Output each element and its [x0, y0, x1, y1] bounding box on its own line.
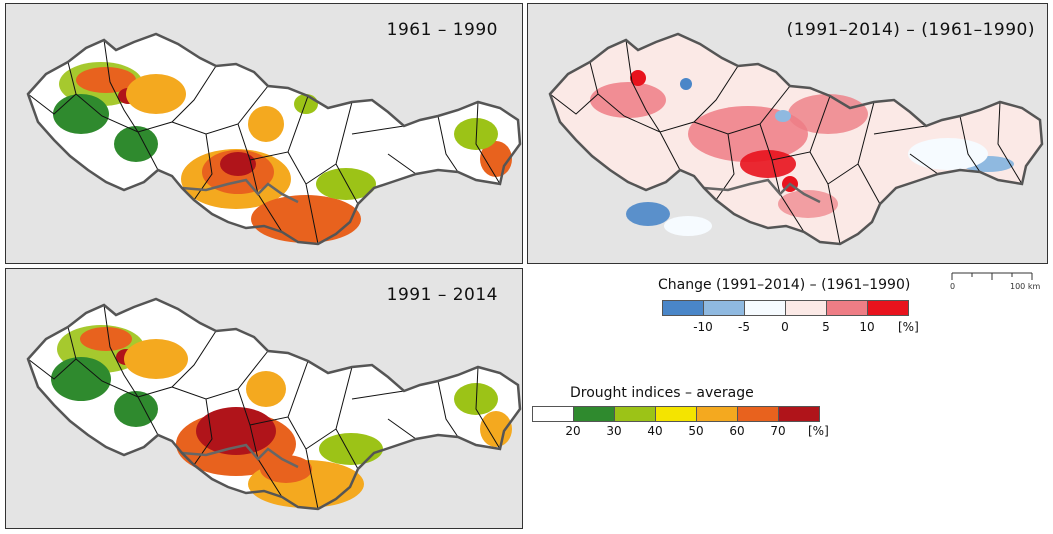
- map-title: (1991–2014) – (1961–1990): [786, 20, 1035, 40]
- legend-unit: [%]: [898, 320, 919, 334]
- legend-swatch: [785, 300, 827, 316]
- map-panel-1991-2014: 1991 – 2014: [5, 268, 523, 529]
- drought-map-1991-2014: [26, 297, 522, 511]
- legend-tick-label: -5: [738, 320, 750, 334]
- legend-title: Drought indices – average: [570, 385, 754, 401]
- scale-end: 100 km: [1010, 282, 1041, 291]
- legend-swatch: [573, 406, 615, 422]
- legend-tick-label: 60: [729, 424, 745, 438]
- legend-ticks: 20 30 40 50 60 70: [532, 424, 842, 440]
- legend-swatch: [778, 406, 820, 422]
- change-map: [548, 32, 1044, 246]
- legend-swatch: [744, 300, 786, 316]
- legend-title: Change (1991–2014) – (1961–1990): [658, 277, 911, 293]
- legend-swatch: [696, 406, 738, 422]
- legend-tick-label: 50: [688, 424, 704, 438]
- map-title: 1961 – 1990: [386, 20, 498, 40]
- scale-bar-ticks: [951, 272, 1033, 280]
- drought-map-1961-1990: [26, 32, 522, 246]
- legend-tick-label: 10: [859, 320, 875, 334]
- legend-swatch: [826, 300, 868, 316]
- legend-tick-label: -10: [693, 320, 713, 334]
- legend-swatch: [703, 300, 745, 316]
- legend-swatch: [662, 300, 704, 316]
- legend-swatch: [532, 406, 574, 422]
- change-patches: [590, 70, 1014, 236]
- legend-tick-label: 5: [822, 320, 830, 334]
- legend-swatch: [655, 406, 697, 422]
- scale-bar: 0 100 km: [948, 272, 1048, 294]
- scale-start: 0: [950, 282, 956, 291]
- legend-tick-label: 0: [781, 320, 789, 334]
- legend-tick-label: 20: [565, 424, 581, 438]
- legend-tick-label: 40: [647, 424, 663, 438]
- drought-index-patches: [53, 62, 512, 243]
- legend-tick-label: 30: [606, 424, 622, 438]
- legend-swatch: [867, 300, 909, 316]
- map-panel-1961-1990: 1961 – 1990: [5, 3, 523, 264]
- legend-unit: [%]: [808, 424, 829, 438]
- map-title: 1991 – 2014: [386, 285, 498, 305]
- legend-ticks: -10 -5 0 5 10: [662, 320, 942, 336]
- map-panel-change: (1991–2014) – (1961–1990): [527, 3, 1048, 264]
- change-legend: Change (1991–2014) – (1961–1990) -10 -5 0 5…: [658, 272, 942, 342]
- drought-legend: Drought indices – average 20 30 40 50 60 70 […: [532, 382, 842, 442]
- legend-swatch: [614, 406, 656, 422]
- legend-tick-label: 70: [770, 424, 786, 438]
- legend-swatch: [737, 406, 779, 422]
